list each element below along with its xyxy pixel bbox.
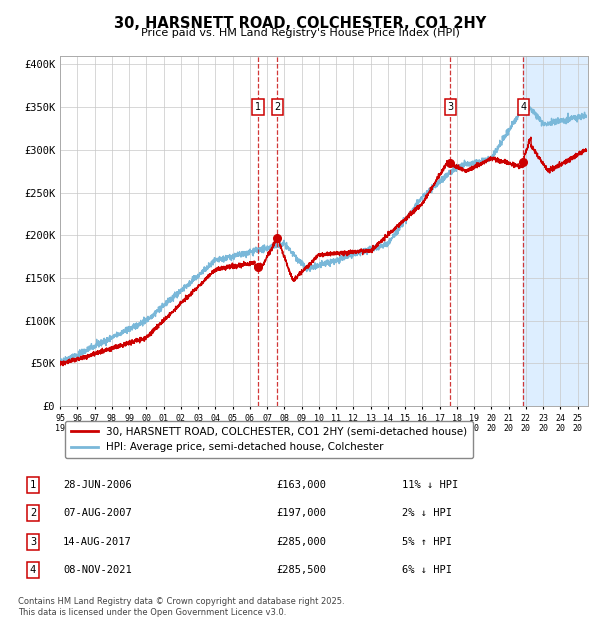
Text: 14-AUG-2017: 14-AUG-2017 [63,537,132,547]
Text: £163,000: £163,000 [276,480,326,490]
Legend: 30, HARSNETT ROAD, COLCHESTER, CO1 2HY (semi-detached house), HPI: Average price: 30, HARSNETT ROAD, COLCHESTER, CO1 2HY (… [65,421,473,458]
Text: 6% ↓ HPI: 6% ↓ HPI [402,565,452,575]
Text: 1: 1 [30,480,36,490]
Text: Contains HM Land Registry data © Crown copyright and database right 2025.
This d: Contains HM Land Registry data © Crown c… [18,598,344,617]
Text: 08-NOV-2021: 08-NOV-2021 [63,565,132,575]
Text: £285,500: £285,500 [276,565,326,575]
Text: 2: 2 [274,102,281,112]
Text: £285,000: £285,000 [276,537,326,547]
Text: 5% ↑ HPI: 5% ↑ HPI [402,537,452,547]
Text: 4: 4 [520,102,527,112]
Text: 28-JUN-2006: 28-JUN-2006 [63,480,132,490]
Text: Price paid vs. HM Land Registry's House Price Index (HPI): Price paid vs. HM Land Registry's House … [140,28,460,38]
Text: 3: 3 [30,537,36,547]
Text: 2% ↓ HPI: 2% ↓ HPI [402,508,452,518]
Text: 07-AUG-2007: 07-AUG-2007 [63,508,132,518]
Text: 4: 4 [30,565,36,575]
Text: 11% ↓ HPI: 11% ↓ HPI [402,480,458,490]
Text: 1: 1 [255,102,262,112]
Text: 2: 2 [30,508,36,518]
Text: £197,000: £197,000 [276,508,326,518]
Text: 3: 3 [447,102,454,112]
Bar [523,56,588,406]
Text: 30, HARSNETT ROAD, COLCHESTER, CO1 2HY: 30, HARSNETT ROAD, COLCHESTER, CO1 2HY [114,16,486,30]
